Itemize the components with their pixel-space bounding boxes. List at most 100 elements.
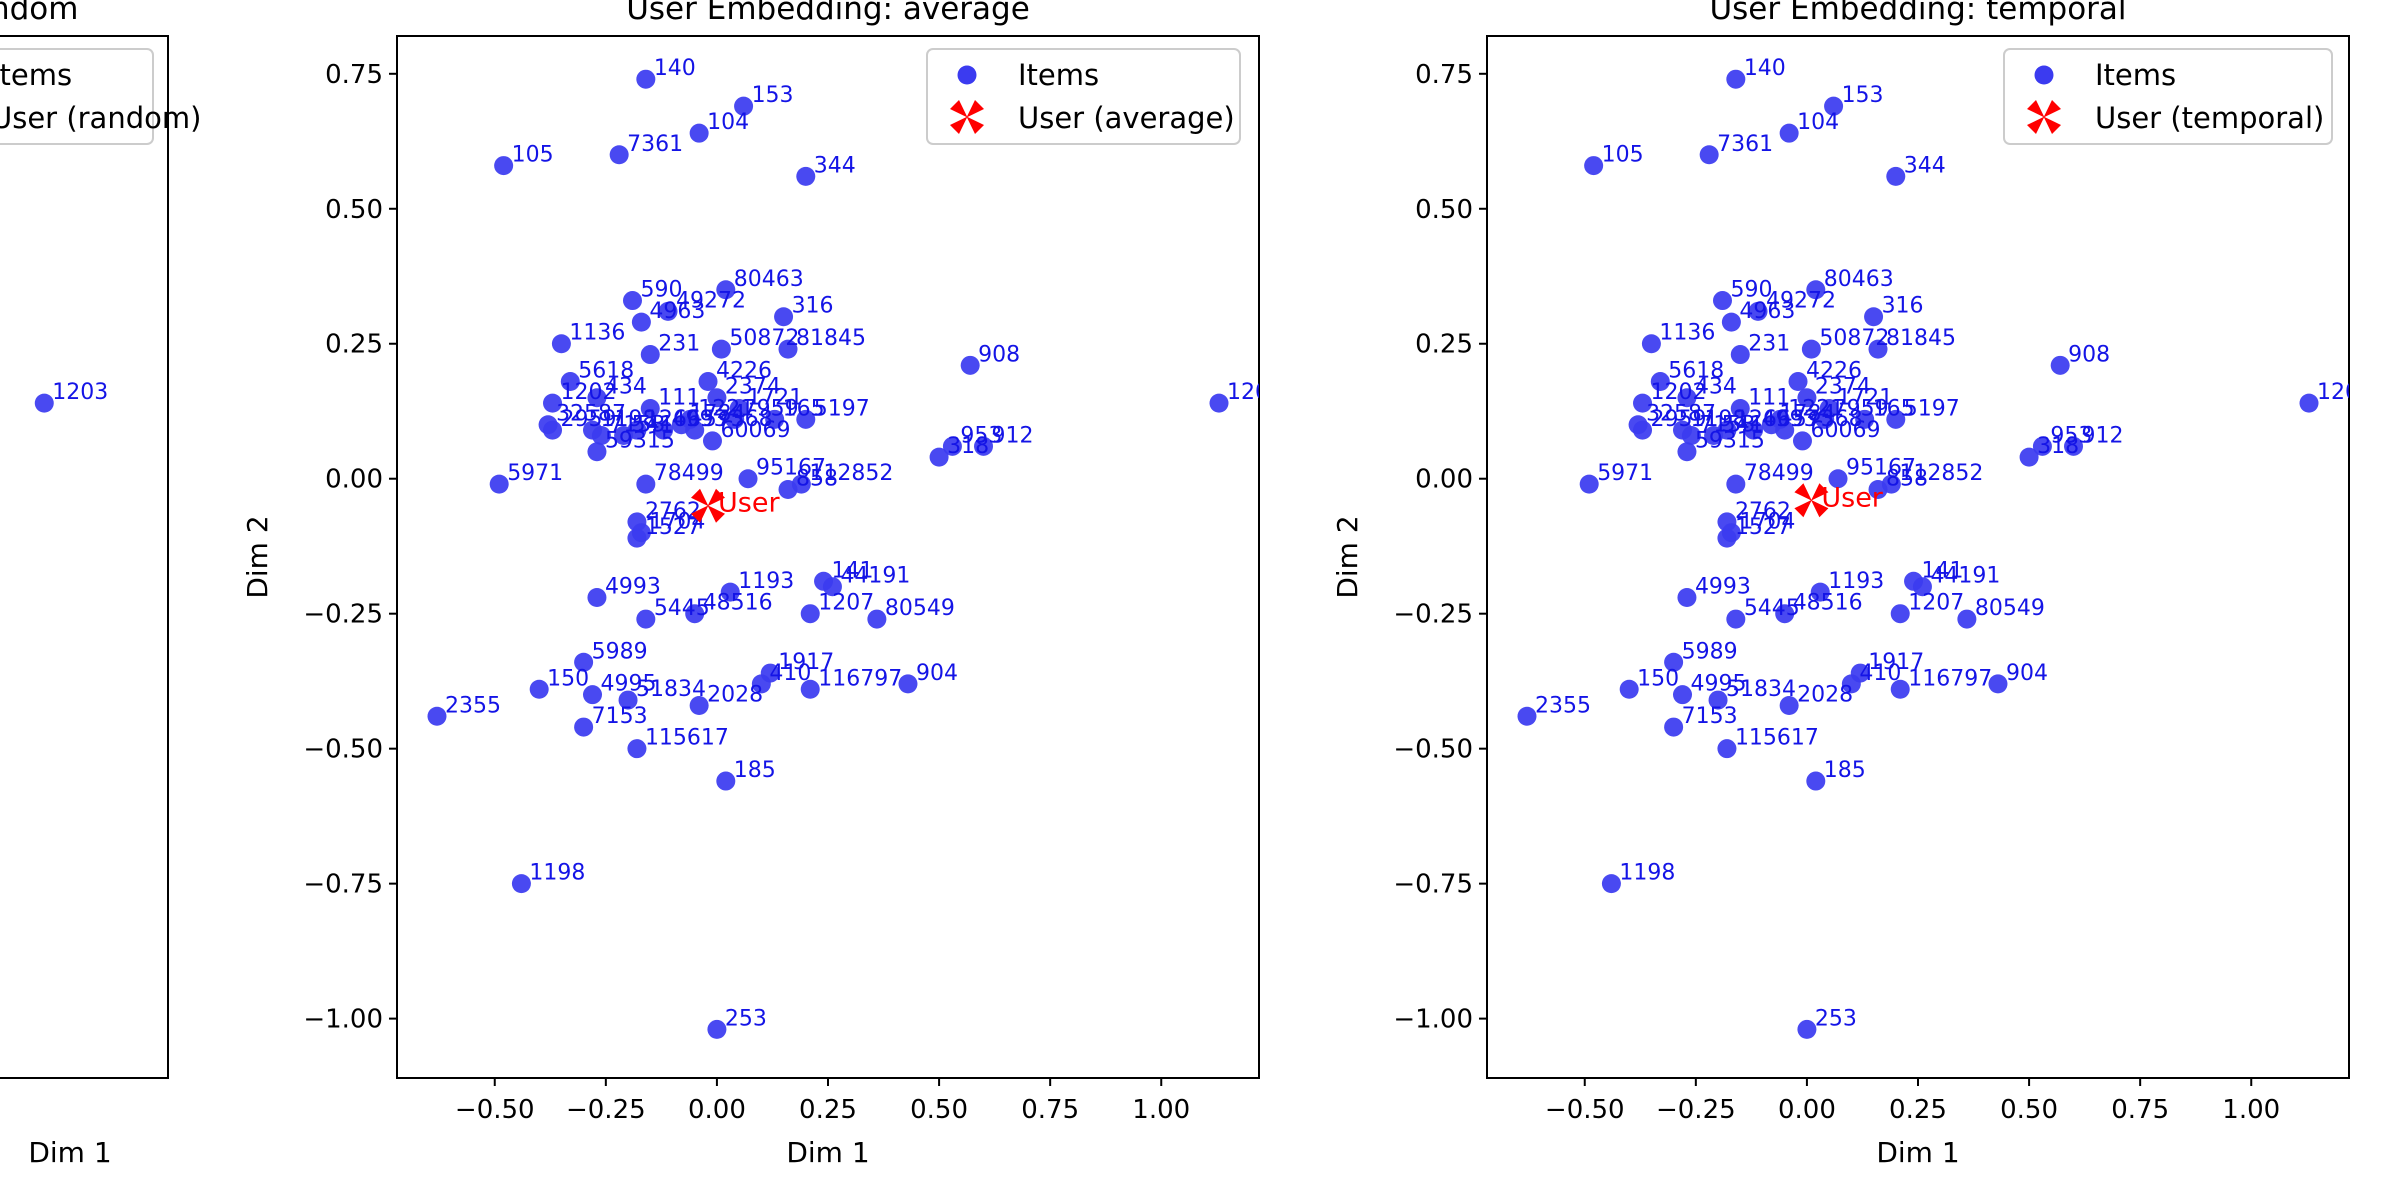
x-axis-label: Dim 1	[786, 1136, 869, 1169]
item-point	[574, 717, 594, 737]
item-point-label: 318	[2037, 434, 2079, 459]
user-marker-label: User	[718, 488, 780, 519]
item-point	[614, 426, 634, 446]
item-point-label: 5197	[1904, 396, 1960, 421]
item-point-label: 153	[752, 83, 794, 108]
item-point	[640, 399, 660, 419]
item-point-label: 541	[1722, 413, 1764, 438]
x-axis-label: Dim 1	[1876, 1136, 1959, 1169]
item-point-label: 105	[512, 143, 554, 168]
item-point	[960, 355, 980, 375]
item-point-label: 5618	[578, 359, 634, 384]
item-point	[800, 604, 820, 624]
item-point	[711, 339, 731, 359]
item-point	[1797, 1019, 1817, 1039]
item-point-label: 1527	[645, 515, 701, 540]
item-point	[2050, 355, 2070, 375]
legend-user-label: User (average)	[1018, 101, 1235, 135]
item-point-label: 2028	[1797, 682, 1853, 707]
item-point	[1584, 156, 1604, 176]
item-point	[1726, 474, 1746, 494]
item-point-label: 1721	[747, 386, 803, 411]
x-tick-label: −0.25	[566, 1095, 646, 1125]
item-point-label: 140	[1744, 56, 1786, 81]
item-point	[636, 609, 656, 629]
item-point-label: 153	[1842, 83, 1884, 108]
item-point-label: 78499	[654, 461, 724, 486]
item-point	[1619, 679, 1639, 699]
item-point-label: 1203	[2317, 380, 2373, 405]
y-axis-label: Dim 2	[241, 515, 274, 598]
item-point	[1890, 679, 1910, 699]
item-point	[1664, 717, 1684, 737]
item-point-label: 95167	[1846, 456, 1916, 481]
item-point-label: 316	[792, 294, 834, 319]
item-point-label: 434	[605, 375, 647, 400]
item-point-label: 1203	[52, 380, 108, 405]
item-point-label: 904	[916, 661, 958, 686]
x-tick-label: −0.25	[1656, 1095, 1736, 1125]
item-point-label: 1704	[1739, 510, 1795, 535]
item-point-label: 904	[2006, 661, 2048, 686]
item-point-label: 185	[1824, 758, 1866, 783]
item-point	[622, 291, 642, 311]
y-tick-label: 0.25	[325, 330, 383, 360]
item-point-label: 858	[796, 467, 838, 492]
item-point-label: 1266	[1735, 407, 1791, 432]
item-point-label: 111	[1748, 386, 1790, 411]
item-point	[698, 372, 718, 392]
item-point-label: 2355	[1535, 693, 1591, 718]
item-point	[867, 609, 887, 629]
item-point-label: 5989	[592, 639, 648, 664]
item-point-label: 111	[658, 386, 700, 411]
item-point	[1779, 695, 1799, 715]
item-point-label: 590	[1730, 278, 1772, 303]
item-point-label: 858	[1886, 467, 1928, 492]
legend-items-label: Items	[0, 58, 72, 92]
item-point-label: 231	[658, 332, 700, 357]
item-point	[2032, 436, 2052, 456]
item-point	[529, 679, 549, 699]
item-point-label: 50872	[729, 326, 799, 351]
item-point-label: 48516	[703, 591, 773, 616]
y-tick-label: −0.50	[1393, 735, 1473, 765]
item-point	[738, 469, 758, 489]
item-point	[1810, 582, 1830, 602]
item-point-label: 2028	[707, 682, 763, 707]
item-point-label: 78499	[1744, 461, 1814, 486]
item-point	[587, 442, 607, 462]
item-point	[796, 166, 816, 186]
y-tick-label: 0.75	[325, 60, 383, 90]
chart-panel-2: User Embedding: temporal −0.50 −0.25 0.00 0.…	[1331, 0, 2373, 1169]
item-point-label: 410	[1859, 661, 1901, 686]
item-point-label: 115617	[645, 726, 729, 751]
item-point-label: 1198	[601, 407, 657, 432]
item-point-label: 4993	[1695, 574, 1751, 599]
item-point-label: 1136	[1659, 321, 1715, 346]
item-point-label: 141	[1922, 558, 1964, 583]
item-point-label: 316	[1882, 294, 1924, 319]
item-point	[1633, 393, 1653, 413]
legend-box	[2003, 48, 2333, 145]
item-point	[720, 582, 740, 602]
item-point	[511, 874, 531, 894]
item-point	[1868, 339, 1888, 359]
item-point-label: 253	[1815, 1006, 1857, 1031]
y-tick-label: −0.75	[1393, 870, 1473, 900]
item-point-label: 4993	[672, 407, 728, 432]
item-point	[1664, 652, 1684, 672]
item-point-label: 908	[2068, 342, 2110, 367]
item-point	[2299, 393, 2319, 413]
item-point-label: 104	[1797, 110, 1839, 135]
item-point	[2064, 436, 2084, 456]
legend-user-marker	[950, 100, 984, 134]
item-point-label: 141	[832, 558, 874, 583]
x-tick-label: 1.00	[1132, 1095, 1190, 1125]
item-point	[685, 604, 705, 624]
y-tick-label: 0.50	[325, 195, 383, 225]
item-point	[707, 388, 727, 408]
legend-items-marker	[957, 65, 977, 85]
item-point-label: 1266	[645, 407, 701, 432]
item-point-label: 4963	[649, 299, 705, 324]
